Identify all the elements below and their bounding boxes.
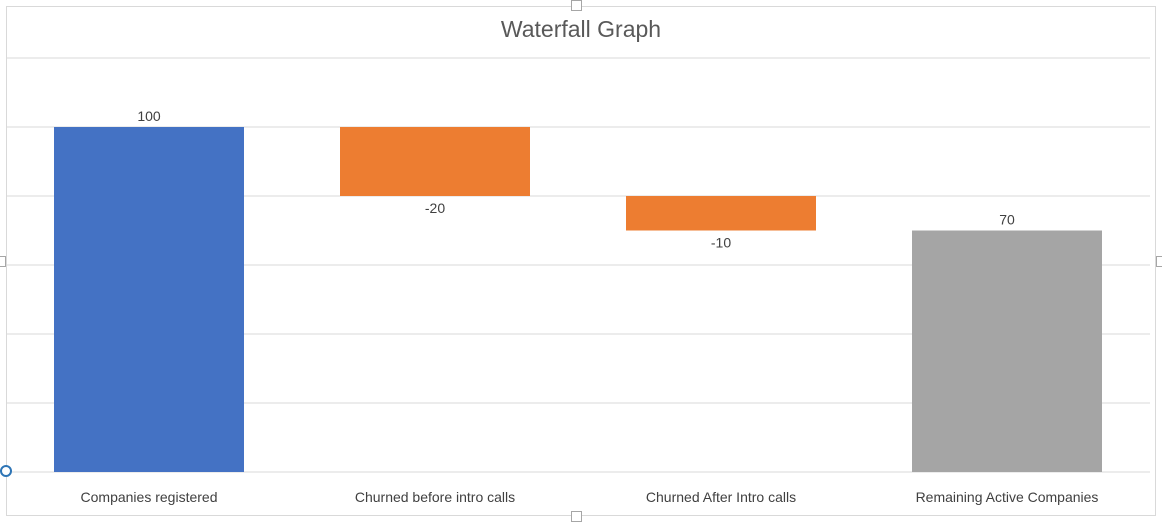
bar-churned-before-intro-calls[interactable] [340, 127, 530, 196]
resize-handle-right[interactable] [1156, 256, 1162, 267]
resize-handle-left[interactable] [0, 256, 6, 267]
bar-companies-registered[interactable] [54, 127, 244, 472]
bar-churned-after-intro-calls[interactable] [626, 196, 816, 231]
data-label: 100 [137, 108, 161, 124]
data-label: -20 [425, 200, 445, 216]
chart-title: Waterfall Graph [500, 16, 662, 42]
category-label: Churned before intro calls [355, 489, 515, 505]
rotation-handle[interactable] [0, 465, 12, 477]
data-label: 70 [999, 212, 1015, 228]
category-label: Companies registered [81, 489, 218, 505]
resize-handle-top[interactable] [571, 0, 582, 11]
category-label: Remaining Active Companies [916, 489, 1099, 505]
bar-remaining-active-companies[interactable] [912, 230, 1102, 473]
data-label: -10 [711, 235, 731, 251]
category-label: Churned After Intro calls [646, 489, 796, 505]
resize-handle-bottom[interactable] [571, 511, 582, 522]
